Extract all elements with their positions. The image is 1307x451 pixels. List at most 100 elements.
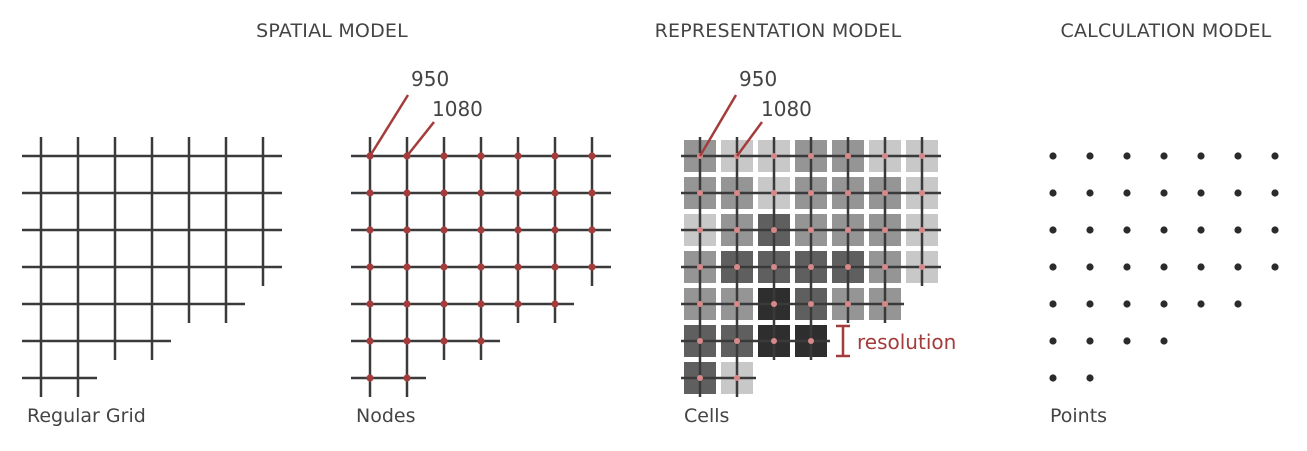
node-marker (477, 263, 485, 271)
cell-center-marker (697, 190, 703, 196)
caption-nodes: Nodes (356, 405, 416, 427)
cell-center-marker (697, 227, 703, 233)
leader-line-950 (698, 94, 738, 157)
node-marker (403, 263, 411, 271)
node-marker (588, 189, 596, 197)
node-marker (403, 337, 411, 345)
cell-center-marker (919, 264, 925, 270)
node-marker (366, 374, 374, 382)
calculation-point (1271, 226, 1279, 234)
resolution-label: resolution (857, 330, 956, 354)
calculation-point (1234, 189, 1242, 197)
calculation-point (1123, 189, 1131, 197)
cell-center-marker (845, 153, 851, 159)
calculation-point (1123, 226, 1131, 234)
node-marker (551, 263, 559, 271)
node-marker (440, 337, 448, 345)
cell-center-marker (734, 190, 740, 196)
heading-calculation-model: CALCULATION MODEL (1061, 20, 1272, 42)
cell-center-marker (919, 227, 925, 233)
node-marker (403, 300, 411, 308)
node-marker (477, 226, 485, 234)
node-marker (403, 374, 411, 382)
caption-regular-grid: Regular Grid (27, 405, 146, 427)
node-marker (588, 263, 596, 271)
calculation-point (1123, 263, 1131, 271)
cell-value-label-950: 950 (739, 67, 777, 91)
cell-center-marker (845, 264, 851, 270)
leader-line-1080 (406, 121, 435, 157)
calculation-point (1049, 189, 1057, 197)
node-marker (514, 263, 522, 271)
node-marker (403, 226, 411, 234)
cell-center-marker (771, 153, 777, 159)
cell-center-marker (734, 375, 740, 381)
calculation-point (1271, 152, 1279, 160)
cell-center-marker (734, 227, 740, 233)
node-marker (366, 263, 374, 271)
cell-center-marker (808, 227, 814, 233)
node-marker (477, 300, 485, 308)
calculation-point (1160, 337, 1168, 345)
node-marker (440, 189, 448, 197)
caption-cells: Cells (684, 405, 729, 427)
node-marker (588, 226, 596, 234)
node-value-label-950: 950 (411, 67, 449, 91)
node-marker (514, 152, 522, 160)
cell-center-marker (697, 264, 703, 270)
calculation-point (1234, 226, 1242, 234)
leader-line-950 (368, 94, 410, 157)
calculation-point (1197, 300, 1205, 308)
node-marker (366, 300, 374, 308)
calculation-point (1271, 189, 1279, 197)
calculation-point (1234, 300, 1242, 308)
calculation-point (1049, 374, 1057, 382)
node-marker (477, 189, 485, 197)
cell-center-marker (771, 264, 777, 270)
cell-center-marker (734, 264, 740, 270)
cell-center-marker (845, 301, 851, 307)
caption-points: Points (1050, 405, 1107, 427)
node-marker (440, 226, 448, 234)
cell-center-marker (771, 301, 777, 307)
cell-center-marker (697, 375, 703, 381)
calculation-point (1197, 189, 1205, 197)
node-marker (366, 189, 374, 197)
cell-center-marker (808, 190, 814, 196)
calculation-point (1049, 152, 1057, 160)
cell-center-marker (808, 301, 814, 307)
node-marker (514, 300, 522, 308)
node-marker (551, 152, 559, 160)
calculation-point (1271, 263, 1279, 271)
leader-line-1080 (735, 121, 764, 157)
node-marker (514, 226, 522, 234)
cells-panel (681, 94, 941, 397)
cell-center-marker (882, 264, 888, 270)
cell-center-marker (808, 264, 814, 270)
node-marker (440, 152, 448, 160)
calculation-point (1086, 263, 1094, 271)
nodes-panel (351, 94, 611, 397)
points-panel (1049, 152, 1279, 382)
node-marker (440, 263, 448, 271)
calculation-point (1123, 337, 1131, 345)
cell-center-marker (882, 153, 888, 159)
cell-center-marker (697, 301, 703, 307)
calculation-point (1160, 226, 1168, 234)
heading-representation-model: REPRESENTATION MODEL (655, 20, 902, 42)
calculation-point (1086, 337, 1094, 345)
heading-spatial-model: SPATIAL MODEL (256, 20, 408, 42)
calculation-point (1049, 263, 1057, 271)
cell-center-marker (882, 227, 888, 233)
calculation-point (1086, 226, 1094, 234)
calculation-point (1160, 263, 1168, 271)
cell-center-marker (919, 153, 925, 159)
cell-center-marker (808, 338, 814, 344)
calculation-point (1123, 300, 1131, 308)
cell-center-marker (771, 190, 777, 196)
node-marker (551, 300, 559, 308)
calculation-point (1086, 374, 1094, 382)
node-marker (588, 152, 596, 160)
cell-center-marker (771, 227, 777, 233)
